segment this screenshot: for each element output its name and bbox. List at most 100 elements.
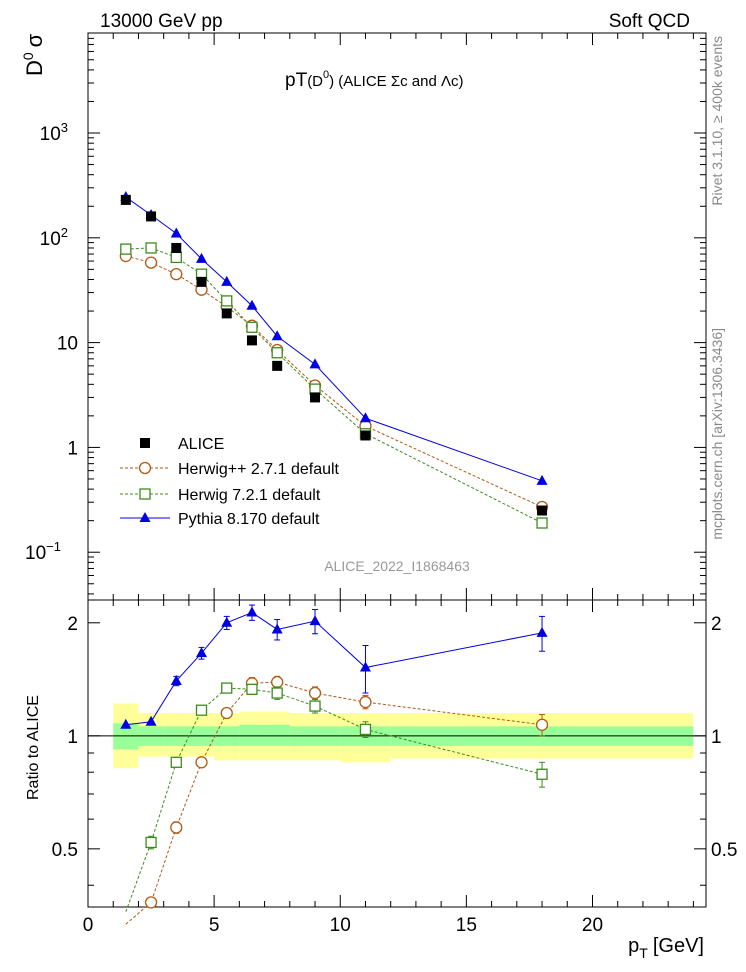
ratio-point (145, 715, 157, 726)
data-point (221, 308, 232, 319)
ratio-point (535, 718, 549, 731)
data-point (271, 347, 283, 359)
data-point (310, 392, 321, 403)
data-point (170, 268, 183, 281)
y-tick-base: 10 (40, 124, 61, 145)
data-point (170, 227, 182, 238)
series-line (125, 196, 543, 482)
ratio-axis-ticks: 0.5 0.5 1 1 2 2 (52, 600, 737, 907)
y-tick-label: 103 (40, 120, 68, 145)
title-paren: (D (307, 73, 323, 90)
ylabel-tail: σ (22, 33, 47, 47)
legend-label: ALICE (178, 436, 224, 453)
legend: ALICE Herwig++ 2.7.1 default Herwig 7.2.1 … (120, 436, 340, 528)
ratio-point (221, 682, 233, 694)
ratio-point (144, 896, 158, 909)
xlabel-main: p (628, 935, 639, 957)
data-point (537, 505, 548, 516)
x-tick-label: 0 (83, 915, 94, 936)
ratio-point (246, 606, 258, 617)
data-point (120, 194, 131, 205)
x-tick-label: 15 (456, 915, 477, 936)
y-tick-exp: −1 (46, 539, 61, 554)
title-sup: 0 (323, 69, 329, 81)
data-point (536, 517, 548, 529)
ratio-series (120, 604, 549, 925)
ratio-point (271, 623, 283, 634)
data-point (359, 412, 371, 423)
data-point (221, 275, 233, 286)
legend-entry: Herwig 7.2.1 default (120, 487, 321, 504)
y-tick-label: 10 (57, 334, 78, 355)
data-point (221, 295, 233, 307)
x-tick-label: 5 (209, 915, 220, 936)
ratio-point (536, 768, 548, 780)
data-point (145, 242, 157, 254)
data-point (171, 242, 182, 253)
ratio-point (271, 687, 283, 699)
ratio-point (359, 723, 372, 736)
ratio-panel: 0.5 0.5 1 1 2 2 0 5 10 15 20 Ratio to ALICE pT [Ge… (25, 599, 737, 961)
ratio-point (170, 756, 182, 768)
header-right: Soft QCD (609, 11, 690, 32)
ratio-point (221, 616, 233, 627)
ratio-y-label-left: 2 (67, 614, 78, 635)
data-point (536, 474, 548, 485)
ratio-y-label-right: 1 (711, 727, 722, 748)
y-tick-label: 10−1 (25, 539, 61, 564)
ratio-point (536, 626, 548, 637)
legend-label: Herwig++ 2.7.1 default (178, 461, 340, 478)
ratio-point (309, 700, 321, 712)
legend-label: Herwig 7.2.1 default (178, 487, 321, 504)
ratio-point (271, 675, 284, 689)
data-point (144, 256, 158, 269)
y-tick-label: 1 (67, 438, 78, 459)
legend-entry: Pythia 8.170 default (120, 511, 320, 528)
ratio-point (170, 821, 183, 834)
ratio-point (359, 695, 372, 709)
ratio-point (220, 706, 233, 720)
data-point (146, 211, 157, 222)
ratio-point (308, 686, 322, 700)
legend-entry: Herwig++ 2.7.1 default (120, 461, 340, 478)
main-ylabel: D0 σ (20, 33, 47, 76)
data-point (246, 335, 257, 346)
ratio-point (145, 836, 157, 849)
y-tick-base: 10 (25, 543, 46, 564)
title-rest: ) (ALICE Σc and Λc) (329, 73, 463, 90)
data-point (170, 251, 182, 264)
data-point (246, 321, 258, 333)
x-tick-labels: 0 5 10 15 20 (83, 915, 603, 936)
ratio-point (309, 615, 321, 626)
ratio-series-0 (125, 675, 549, 925)
ratio-y-label-right: 0.5 (711, 840, 737, 861)
legend-label: Pythia 8.170 default (178, 511, 320, 528)
y-tick-base: 10 (57, 334, 78, 355)
ratio-point (195, 704, 208, 716)
ratio-point (170, 674, 182, 685)
main-series (119, 191, 549, 529)
series-2 (120, 242, 548, 529)
x-tick-label: 10 (330, 915, 351, 936)
data-point (196, 252, 208, 263)
ratio-series-1 (125, 682, 548, 912)
main-title: pT(D0) (ALICE Σc and Λc) (285, 69, 463, 91)
y-tick-label: 102 (40, 225, 68, 250)
series-0 (120, 194, 548, 516)
x-axis-label: pT [GeV] (628, 935, 704, 961)
xlabel-sub: T (639, 945, 648, 961)
legend-entry: ALICE (140, 436, 224, 453)
ratio-series-2 (120, 604, 548, 729)
ratio-point (195, 756, 208, 769)
watermark: ALICE_2022_I1868463 (324, 558, 470, 574)
ylabel-sup: 0 (20, 52, 36, 60)
legend-marker (138, 461, 152, 475)
y-tick-exp: 3 (61, 120, 68, 135)
y-tick-exp: 2 (61, 225, 68, 240)
ratio-point (196, 647, 208, 658)
mcplots-label: mcplots.cern.ch [arXiv:1306.3436] (709, 328, 725, 540)
data-point (120, 243, 132, 255)
